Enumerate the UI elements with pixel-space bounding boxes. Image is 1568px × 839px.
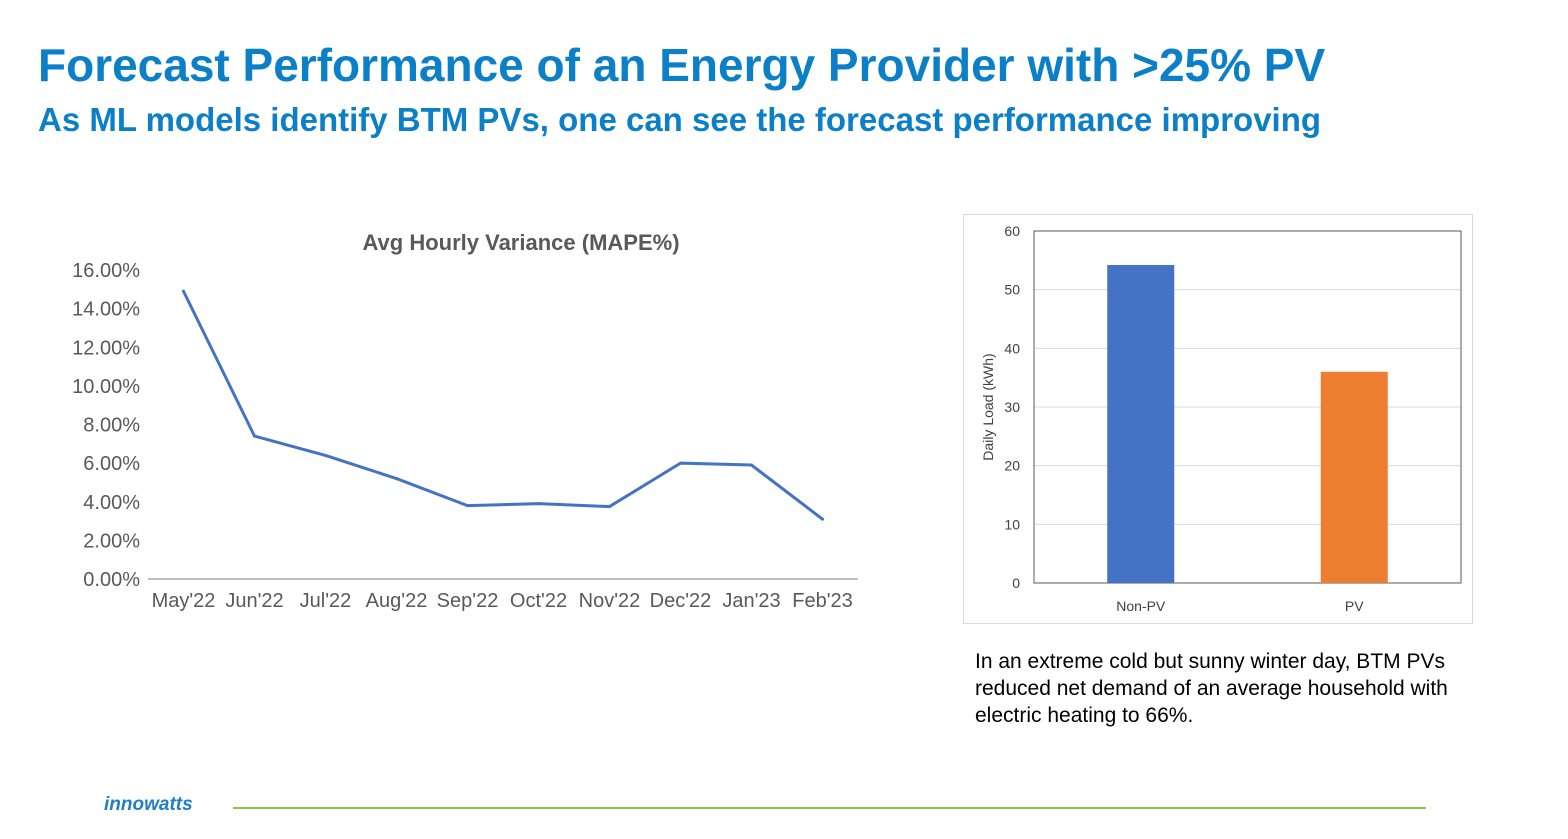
data-point [750, 463, 753, 467]
x-tick-label: Oct'22 [510, 590, 567, 612]
y-tick-label: 16.00% [72, 260, 140, 282]
x-tick-label: Nov'22 [579, 590, 641, 612]
page-subtitle: As ML models identify BTM PVs, one can s… [38, 101, 1322, 138]
data-point [253, 434, 256, 438]
y-tick-label: 0 [1012, 575, 1020, 591]
y-tick-label: 30 [1004, 399, 1020, 415]
x-tick-label: Jun'22 [225, 590, 283, 612]
data-point [821, 517, 824, 521]
data-point [679, 461, 682, 465]
bar-pv [1320, 371, 1388, 583]
y-tick-label: 10.00% [72, 376, 140, 398]
y-tick-label: 14.00% [72, 299, 140, 321]
y-tick-label: 2.00% [83, 530, 140, 552]
y-tick-label: 20 [1004, 458, 1020, 474]
line-chart-title: Avg Hourly Variance (MAPE%) [362, 230, 679, 255]
y-tick-label: 40 [1004, 340, 1020, 356]
daily-load-bar-chart: 0 10 20 30 40 50 60 Non-PV PV Daily Load (kWh) [980, 223, 1462, 614]
data-point [395, 477, 398, 481]
y-tick-label: 0.00% [83, 569, 140, 591]
chart-caption: In an extreme cold but sunny winter day,… [975, 650, 1448, 727]
innowatts-logo: innowatts [104, 794, 193, 815]
x-tick-label: Sep'22 [437, 590, 499, 612]
x-tick-label: Jan'23 [722, 590, 780, 612]
y-tick-label: 50 [1004, 282, 1020, 298]
data-point [324, 453, 327, 457]
y-axis-label: Daily Load (kWh) [980, 353, 996, 460]
y-tick-label: 12.00% [72, 337, 140, 359]
x-tick-label: May'22 [152, 590, 216, 612]
plot-area-border [1033, 230, 1462, 584]
data-point [466, 504, 469, 508]
x-tick-label: Jul'22 [300, 590, 352, 612]
x-tick-label: Dec'22 [650, 590, 712, 612]
x-tick-label: PV [1345, 598, 1364, 614]
daily-load-chart-frame: 0 10 20 30 40 50 60 Non-PV PV Daily Load (kWh) [963, 214, 1473, 624]
y-tick-label: 8.00% [83, 415, 140, 437]
page-title: Forecast Performance of an Energy Provid… [38, 39, 1326, 91]
bar-non-pv [1107, 265, 1175, 583]
y-tick-label: 4.00% [83, 492, 140, 514]
x-tick-label: Feb'23 [792, 590, 853, 612]
y-tick-label: 10 [1004, 516, 1020, 532]
data-point [537, 502, 540, 506]
y-tick-label: 6.00% [83, 453, 140, 475]
mape-series-line [182, 289, 824, 521]
x-tick-label: Non-PV [1116, 598, 1166, 614]
x-tick-label: Aug'22 [366, 590, 428, 612]
footer-divider [233, 807, 1426, 809]
y-tick-label: 60 [1004, 223, 1020, 239]
data-point [608, 505, 611, 509]
mape-line-chart: Avg Hourly Variance (MAPE%) 0.00% 2.00% 4.0… [72, 230, 858, 612]
data-point [182, 289, 185, 293]
